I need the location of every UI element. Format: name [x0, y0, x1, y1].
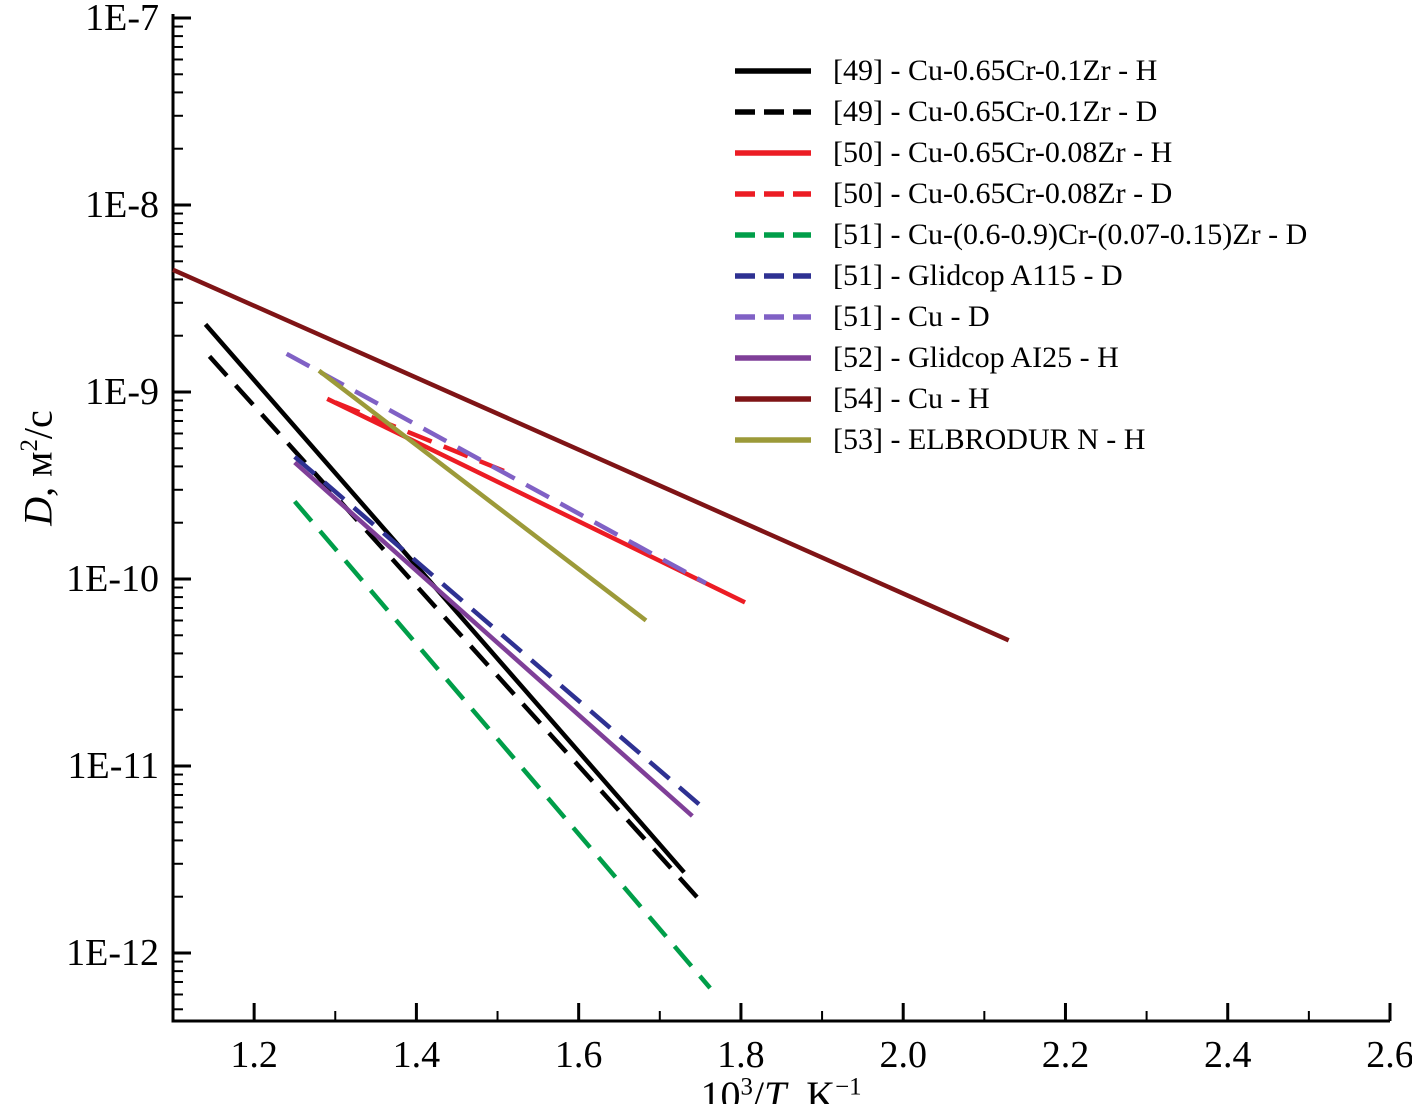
y-tick-label: 1E-9 — [85, 371, 159, 413]
legend-label: [51] - Glidcop A115 - D — [833, 258, 1123, 292]
legend: [49] - Cu-0.65Cr-0.1Zr - H [49] - Cu-0.65… — [733, 50, 1307, 460]
x-axis-unit-exp: −1 — [835, 1073, 862, 1101]
x-tick-label: 1.8 — [717, 1034, 765, 1076]
legend-dashed-line-sample — [735, 231, 811, 238]
x-tick-label: 2.0 — [879, 1034, 927, 1076]
series-line — [172, 267, 1010, 643]
series-line — [285, 351, 708, 586]
y-axis-symbol: D — [15, 496, 61, 526]
x-tick-label: 2.2 — [1042, 1034, 1090, 1076]
legend-solid-line-sample — [735, 395, 811, 402]
series-line — [293, 455, 708, 812]
legend-dashed-line-sample — [735, 108, 811, 115]
legend-item: [50] - Cu-0.65Cr-0.08Zr - H — [733, 132, 1307, 173]
legend-solid-line-sample — [735, 354, 811, 361]
y-tick-label: 1E-8 — [85, 184, 159, 226]
legend-solid-line-sample — [735, 67, 811, 74]
x-tick-label: 2.4 — [1204, 1034, 1252, 1076]
series-line — [317, 368, 648, 623]
series-line — [334, 400, 515, 478]
legend-label: [51] - Cu - D — [833, 299, 990, 333]
legend-dashed-line-sample — [735, 190, 811, 197]
x-tick-label: 1.6 — [555, 1034, 603, 1076]
series-line — [292, 499, 712, 990]
y-tick-label: 1E-11 — [68, 745, 159, 787]
y-axis-unit-post: /с — [15, 410, 61, 440]
y-axis-title: D, м2/с — [15, 410, 62, 525]
x-tick-label: 1.2 — [230, 1034, 278, 1076]
x-axis-variable: T — [764, 1073, 787, 1104]
legend-label: [50] - Cu-0.65Cr-0.08Zr - H — [833, 135, 1173, 169]
legend-label: [53] - ELBRODUR N - H — [833, 422, 1146, 456]
legend-label: [49] - Cu-0.65Cr-0.1Zr - H — [833, 53, 1158, 87]
y-tick-label: 1E-7 — [85, 0, 159, 39]
x-axis-exp: 3 — [740, 1073, 753, 1101]
legend-solid-line-sample — [735, 149, 811, 156]
legend-item: [50] - Cu-0.65Cr-0.08Zr - D — [733, 173, 1307, 214]
x-tick-label: 2.6 — [1366, 1034, 1412, 1076]
y-tick-label: 1E-10 — [66, 558, 159, 600]
legend-label: [52] - Glidcop AI25 - H — [833, 340, 1119, 374]
legend-dashed-line-sample — [735, 272, 811, 279]
series-line — [293, 460, 694, 818]
series-line — [207, 354, 703, 903]
legend-item: [51] - Glidcop A115 - D — [733, 255, 1307, 296]
legend-label: [51] - Cu-(0.6-0.9)Cr-(0.07-0.15)Zr - D — [833, 217, 1308, 251]
y-axis-unit-sup: 2 — [16, 439, 44, 452]
legend-item: [51] - Cu-(0.6-0.9)Cr-(0.07-0.15)Zr - D — [733, 214, 1307, 255]
x-tick-label: 1.4 — [393, 1034, 441, 1076]
legend-item: [52] - Glidcop AI25 - H — [733, 337, 1307, 378]
legend-item: [49] - Cu-0.65Cr-0.1Zr - H — [733, 50, 1307, 91]
legend-item: [51] - Cu - D — [733, 296, 1307, 337]
x-axis-base: 10 — [700, 1073, 741, 1104]
legend-label: [49] - Cu-0.65Cr-0.1Zr - D — [833, 94, 1158, 128]
legend-label: [54] - Cu - H — [833, 381, 990, 415]
legend-item: [53] - ELBRODUR N - H — [733, 419, 1307, 460]
x-axis-unit: , K — [786, 1073, 836, 1104]
legend-item: [54] - Cu - H — [733, 378, 1307, 419]
x-axis-divider: / — [752, 1073, 764, 1104]
legend-solid-line-sample — [735, 436, 811, 443]
y-axis-unit-pre: , м — [15, 451, 61, 497]
legend-item: [49] - Cu-0.65Cr-0.1Zr - D — [733, 91, 1307, 132]
y-tick-label: 1E-12 — [66, 932, 159, 974]
legend-label: [50] - Cu-0.65Cr-0.08Zr - D — [833, 176, 1173, 210]
legend-dashed-line-sample — [735, 313, 811, 320]
x-axis-title: 103/T, K−1 — [700, 1072, 861, 1104]
